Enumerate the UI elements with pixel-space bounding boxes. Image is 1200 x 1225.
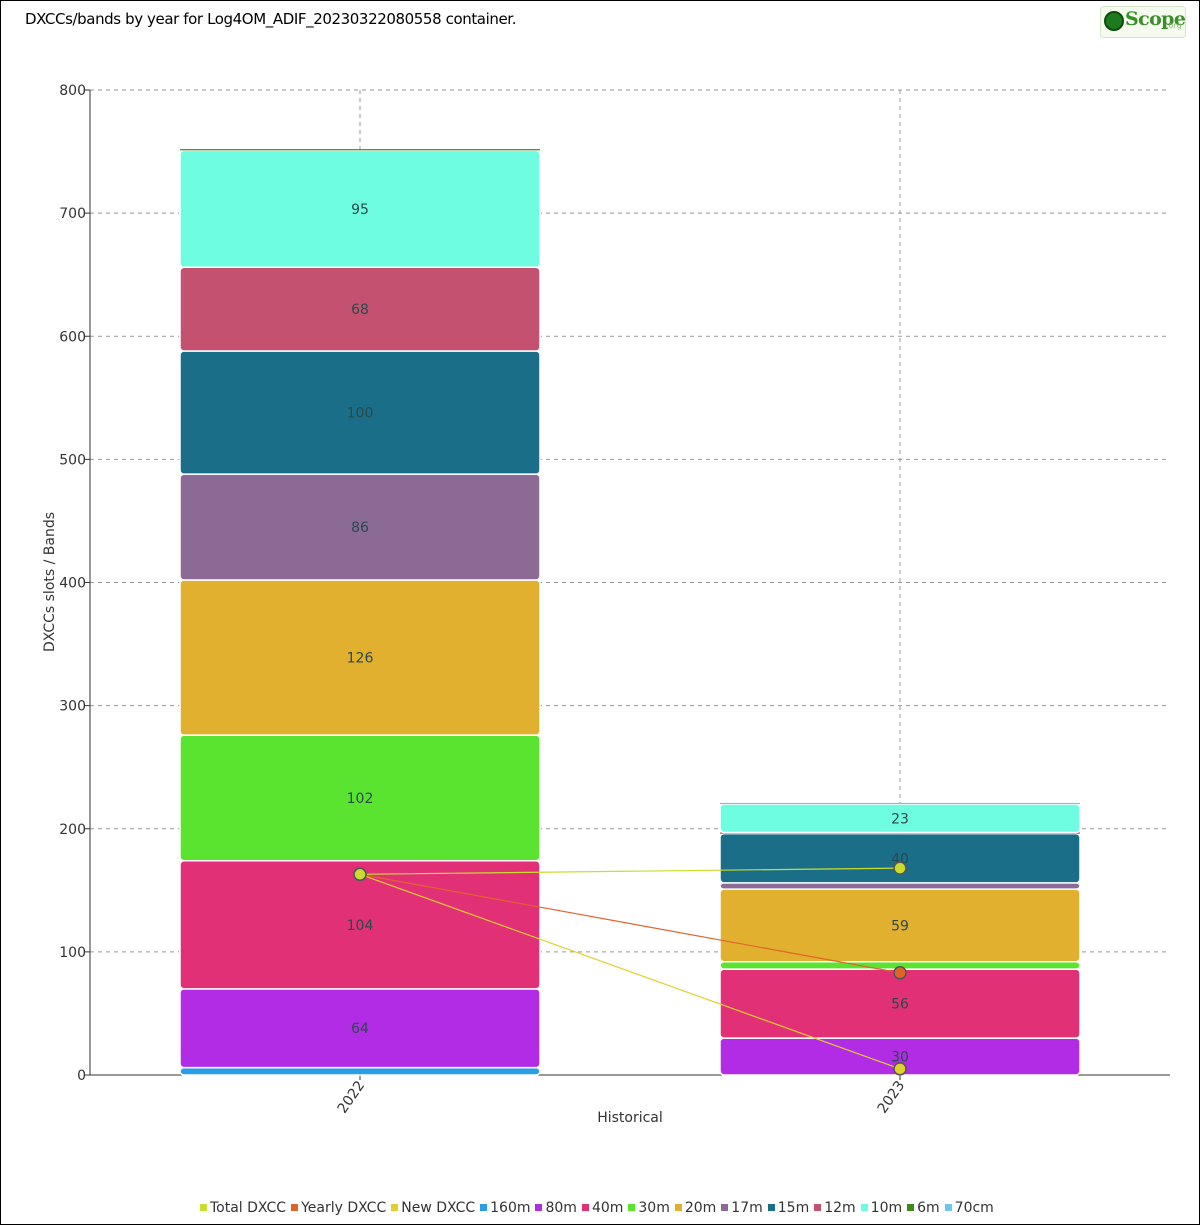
legend-item[interactable]: Yearly DXCC [291,1200,386,1216]
y-axis-title: DXCCs slots / Bands [42,512,58,652]
legend-label: Total DXCC [210,1200,287,1216]
legend-label: Yearly DXCC [301,1200,387,1216]
bar-value-label: 23 [891,811,909,827]
legend-swatch [391,1204,399,1211]
legend-item[interactable]: 6m [907,1200,940,1216]
legend-label: 40m [591,1200,624,1216]
legend-label: New DXCC [401,1200,476,1216]
legend-label: 17m [731,1200,763,1216]
legend-item[interactable]: New DXCC [391,1200,475,1216]
bar-value-label: 126 [347,651,374,667]
legend-item[interactable]: Total DXCC [200,1200,286,1216]
legend-item[interactable]: 80m [535,1200,577,1216]
bar-segment-6m [180,149,540,151]
logo-text: Scope [1125,8,1186,30]
bar-segment-70cm [720,802,1080,805]
point-New DXCC [893,1062,907,1076]
x-axis-title: Historical [597,1110,663,1126]
legend-swatch [860,1204,868,1211]
legend-swatch [814,1204,822,1211]
bar-value-label: 104 [347,918,374,934]
bar-value-label: 86 [351,520,369,536]
bar-value-label: 100 [347,406,374,422]
line-Total DXCC [359,867,901,875]
bar-value-label: 30 [891,1050,909,1066]
legend-label: 15m [777,1200,810,1216]
chart-title: DXCCs/bands by year for Log4OM_ADIF_2023… [25,10,517,28]
point-Total DXCC [353,867,367,882]
y-tick-label: 700 [59,206,86,222]
legend-item[interactable]: 10m [860,1200,903,1216]
legend-item[interactable]: 20m [674,1200,717,1216]
y-tick-label: 200 [59,822,86,838]
legend-label: 12m [824,1200,856,1216]
point-Total DXCC [893,861,907,875]
y-tick-label: 500 [59,452,86,468]
y-tick-label: 600 [59,329,86,345]
bar-value-label: 95 [351,202,369,218]
legend-item[interactable]: 12m [814,1200,856,1216]
legend-item[interactable]: 40m [581,1200,624,1216]
legend: Total DXCC Yearly DXCC New DXCC 160m 80m 40m 3… [200,1200,1000,1220]
legend-swatch [767,1204,775,1211]
legend-swatch [480,1204,488,1211]
legend-label: 160m [490,1200,531,1216]
legend-swatch [628,1204,636,1211]
bar-segment-17m [719,882,1081,890]
legend-swatch [200,1204,207,1211]
legend-swatch [581,1204,589,1211]
legend-label: 10m [870,1200,903,1216]
y-tick-label: 300 [59,699,86,715]
series-lines [353,861,907,1076]
legend-label: 30m [638,1200,670,1216]
legend-label: 70cm [954,1200,994,1216]
line-Yearly DXCC [359,873,901,974]
x-tick-label: 2023 [875,1078,909,1116]
bar-value-label: 64 [351,1021,369,1037]
y-tick-label: 0 [77,1068,86,1084]
legend-item[interactable]: 160m [480,1200,530,1216]
legend-item[interactable]: 17m [721,1200,763,1216]
y-tick-label: 100 [59,945,86,961]
x-tick-label: 2022 [335,1078,369,1116]
legend-item[interactable]: 70cm [944,1200,994,1216]
legend-item[interactable]: 30m [628,1200,670,1216]
legend-swatch [535,1204,543,1211]
legend-label: 20m [684,1200,717,1216]
legend-item[interactable]: 15m [767,1200,810,1216]
legend-label: 80m [545,1200,577,1216]
y-axis: 0 100 200 300 400 500 600 700 800 [59,83,91,1084]
globe-magnifier-icon [1104,11,1124,31]
logo: Scope .org [1100,6,1186,38]
legend-swatch [674,1204,682,1211]
bar-value-label: 59 [891,918,909,934]
bar-value-label: 68 [351,302,369,318]
legend-label: 6m [917,1200,940,1216]
y-tick-label: 800 [59,83,86,99]
bar-segment-160m [179,1066,541,1076]
logo-subtext: .org [1166,21,1182,30]
line-New DXCC [359,873,901,1070]
legend-swatch [944,1204,952,1211]
legend-swatch [721,1204,729,1211]
legend-swatch [291,1204,299,1211]
point-Yearly DXCC [893,966,907,980]
legend-swatch [907,1204,915,1211]
y-tick-label: 400 [59,576,86,592]
bar-value-label: 102 [347,791,374,807]
bar-value-label: 56 [891,997,909,1013]
